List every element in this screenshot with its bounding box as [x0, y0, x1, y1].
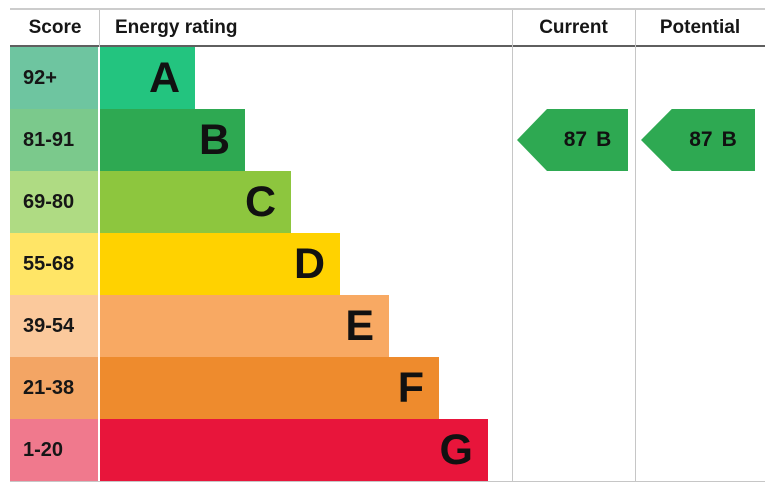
band-row-e: 39-54 E	[10, 295, 765, 357]
score-range: 39-54	[10, 295, 98, 357]
current-band: B	[596, 128, 612, 151]
band-letter: C	[244, 177, 276, 226]
score-range: 21-38	[10, 357, 98, 419]
score-column-divider	[99, 10, 100, 47]
potential-band: B	[721, 128, 737, 151]
rating-bar-f: F	[100, 357, 439, 419]
rating-bar-b: B	[100, 109, 245, 171]
rating-bar-g: G	[100, 419, 488, 481]
band-letter: F	[397, 363, 424, 412]
table-header: Score Energy rating Current Potential	[10, 10, 765, 47]
score-range: 92+	[10, 47, 98, 109]
score-range: 81-91	[10, 109, 98, 171]
potential-score: 87	[689, 128, 713, 151]
band-letter: G	[439, 425, 473, 474]
rating-bar-d: D	[100, 233, 340, 295]
band-row-f: 21-38 F	[10, 357, 765, 419]
header-current: Current	[539, 16, 608, 38]
current-score: 87	[563, 128, 588, 151]
band-rows: 92+ A 81-91 B 69-80 C 55-68 D	[10, 47, 765, 481]
score-range: 1-20	[10, 419, 98, 481]
potential-column-divider	[635, 10, 636, 481]
score-range: 55-68	[10, 233, 98, 295]
band-row-d: 55-68 D	[10, 233, 765, 295]
epc-table: Score Energy rating Current Potential 92…	[10, 8, 765, 482]
rating-bar-c: C	[100, 171, 291, 233]
rating-bar-e: E	[100, 295, 389, 357]
band-row-g: 1-20 G	[10, 419, 765, 481]
band-row-a: 92+ A	[10, 47, 765, 109]
header-potential: Potential	[659, 16, 741, 38]
score-range: 69-80	[10, 171, 98, 233]
current-column-divider	[512, 10, 513, 481]
header-energy-rating: Energy rating	[115, 16, 238, 38]
band-letter: E	[345, 301, 374, 350]
band-letter: D	[293, 239, 325, 288]
band-row-b: 81-91 B	[10, 109, 765, 171]
header-score: Score	[28, 16, 82, 38]
band-letter: B	[198, 115, 230, 164]
rating-bar-a: A	[100, 47, 195, 109]
band-row-c: 69-80 C	[10, 171, 765, 233]
band-letter: A	[148, 53, 180, 102]
